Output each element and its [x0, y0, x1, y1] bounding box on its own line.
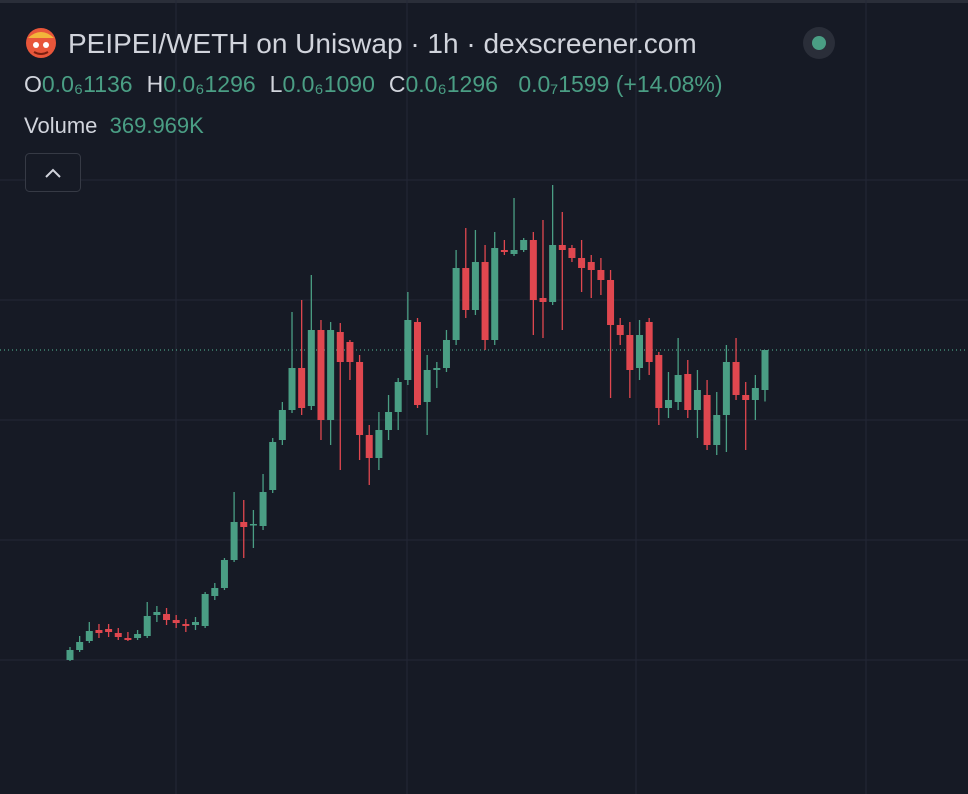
ohlc-value: 0.0₆1296: [163, 71, 256, 97]
candle-body: [761, 350, 769, 390]
candle-body: [471, 262, 479, 310]
chart-title: PEIPEI/WETH on Uniswap · 1h · dexscreene…: [68, 28, 697, 59]
live-indicator: [803, 27, 835, 59]
candle-body: [105, 629, 113, 632]
candle-body: [278, 410, 286, 440]
candle-body: [114, 633, 122, 637]
candle-body: [394, 382, 402, 412]
candle-body: [298, 368, 306, 408]
candle-body: [404, 320, 412, 380]
ohlc-key: C: [388, 71, 406, 97]
candle-body: [597, 270, 605, 280]
candles: [0, 185, 968, 661]
candle-body: [220, 560, 228, 588]
volume-row: Volume 369.969K: [24, 113, 204, 139]
candle-body: [346, 342, 354, 362]
candle-body: [76, 642, 84, 650]
candle-body: [732, 362, 740, 395]
candle-body: [433, 368, 441, 370]
candle-body: [153, 612, 161, 615]
candle-body: [85, 631, 93, 641]
candle-body: [500, 250, 508, 252]
candle-body: [645, 322, 653, 362]
candle-body: [211, 588, 219, 596]
ohlc-values: O0.0₆1136 H0.0₆1296 L0.0₆1090 C0.0₆1296: [24, 71, 512, 97]
candle-body: [249, 524, 257, 526]
volume-label: Volume: [24, 113, 98, 138]
candle-body: [510, 250, 518, 254]
candle-body: [385, 412, 393, 430]
candle-body: [307, 330, 315, 406]
ohlc-key: O: [24, 71, 42, 97]
candle-body: [414, 322, 421, 405]
logo: [26, 28, 56, 58]
candle-body: [626, 335, 634, 370]
candle-body: [742, 395, 750, 400]
candle-body: [66, 650, 74, 660]
candle-body: [365, 435, 373, 458]
collapse-button[interactable]: [25, 153, 81, 192]
candle-body: [269, 442, 277, 490]
candle-body: [95, 630, 103, 633]
candle-body: [674, 375, 682, 402]
candle-body: [578, 258, 586, 268]
candle-body: [452, 268, 460, 340]
ohlc-row: O0.0₆1136 H0.0₆1296 L0.0₆1090 C0.0₆1296 0.0…: [24, 71, 723, 98]
candle-body: [539, 298, 547, 302]
ohlc-key: H: [146, 71, 164, 97]
ohlc-value: 0.0₆1136: [41, 71, 133, 97]
candle-body: [259, 492, 267, 526]
candle-body: [182, 624, 190, 626]
candle-body: [191, 622, 199, 625]
candle-body: [713, 415, 721, 445]
candle-body: [664, 400, 672, 408]
candle-body: [288, 368, 296, 410]
change-pct: (+14.08%): [615, 71, 723, 97]
candle-body: [529, 240, 537, 300]
candle-body: [616, 325, 624, 335]
candle-body: [549, 245, 557, 302]
candle-body: [684, 374, 692, 410]
candle-body: [423, 370, 431, 402]
candle-body: [520, 240, 528, 250]
candle-body: [172, 620, 180, 623]
candle-body: [143, 616, 151, 636]
candle-body: [722, 362, 730, 415]
candle-body: [124, 638, 132, 640]
candle-body: [442, 340, 450, 368]
ohlc-value: 0.0₆1090: [282, 71, 375, 97]
candle-body: [568, 248, 576, 258]
volume-value: 369.969K: [109, 113, 204, 138]
candle-body: [607, 280, 615, 325]
candle-body: [163, 614, 171, 620]
candle-body: [491, 248, 499, 340]
candle-body: [655, 355, 663, 408]
candle-body: [558, 245, 566, 250]
candle-body: [327, 330, 335, 420]
candle-body: [317, 330, 325, 420]
candle-body: [134, 634, 142, 638]
candle-body: [375, 430, 383, 458]
candle-body: [356, 362, 364, 435]
change: 0.0₇1599: [518, 71, 610, 97]
candle-body: [481, 262, 489, 340]
candle-body: [751, 388, 759, 400]
candle-body: [693, 390, 701, 410]
candle-body: [587, 262, 595, 270]
candle-body: [703, 395, 711, 445]
candle-body: [230, 522, 238, 560]
candle-body: [240, 522, 248, 527]
candle-body: [201, 594, 209, 626]
candle-body: [336, 332, 344, 362]
top-border: [0, 0, 968, 3]
candle-body: [462, 268, 470, 310]
candle-body: [636, 335, 644, 368]
ohlc-key: L: [269, 71, 283, 97]
ohlc-value: 0.0₆1296: [405, 71, 498, 97]
